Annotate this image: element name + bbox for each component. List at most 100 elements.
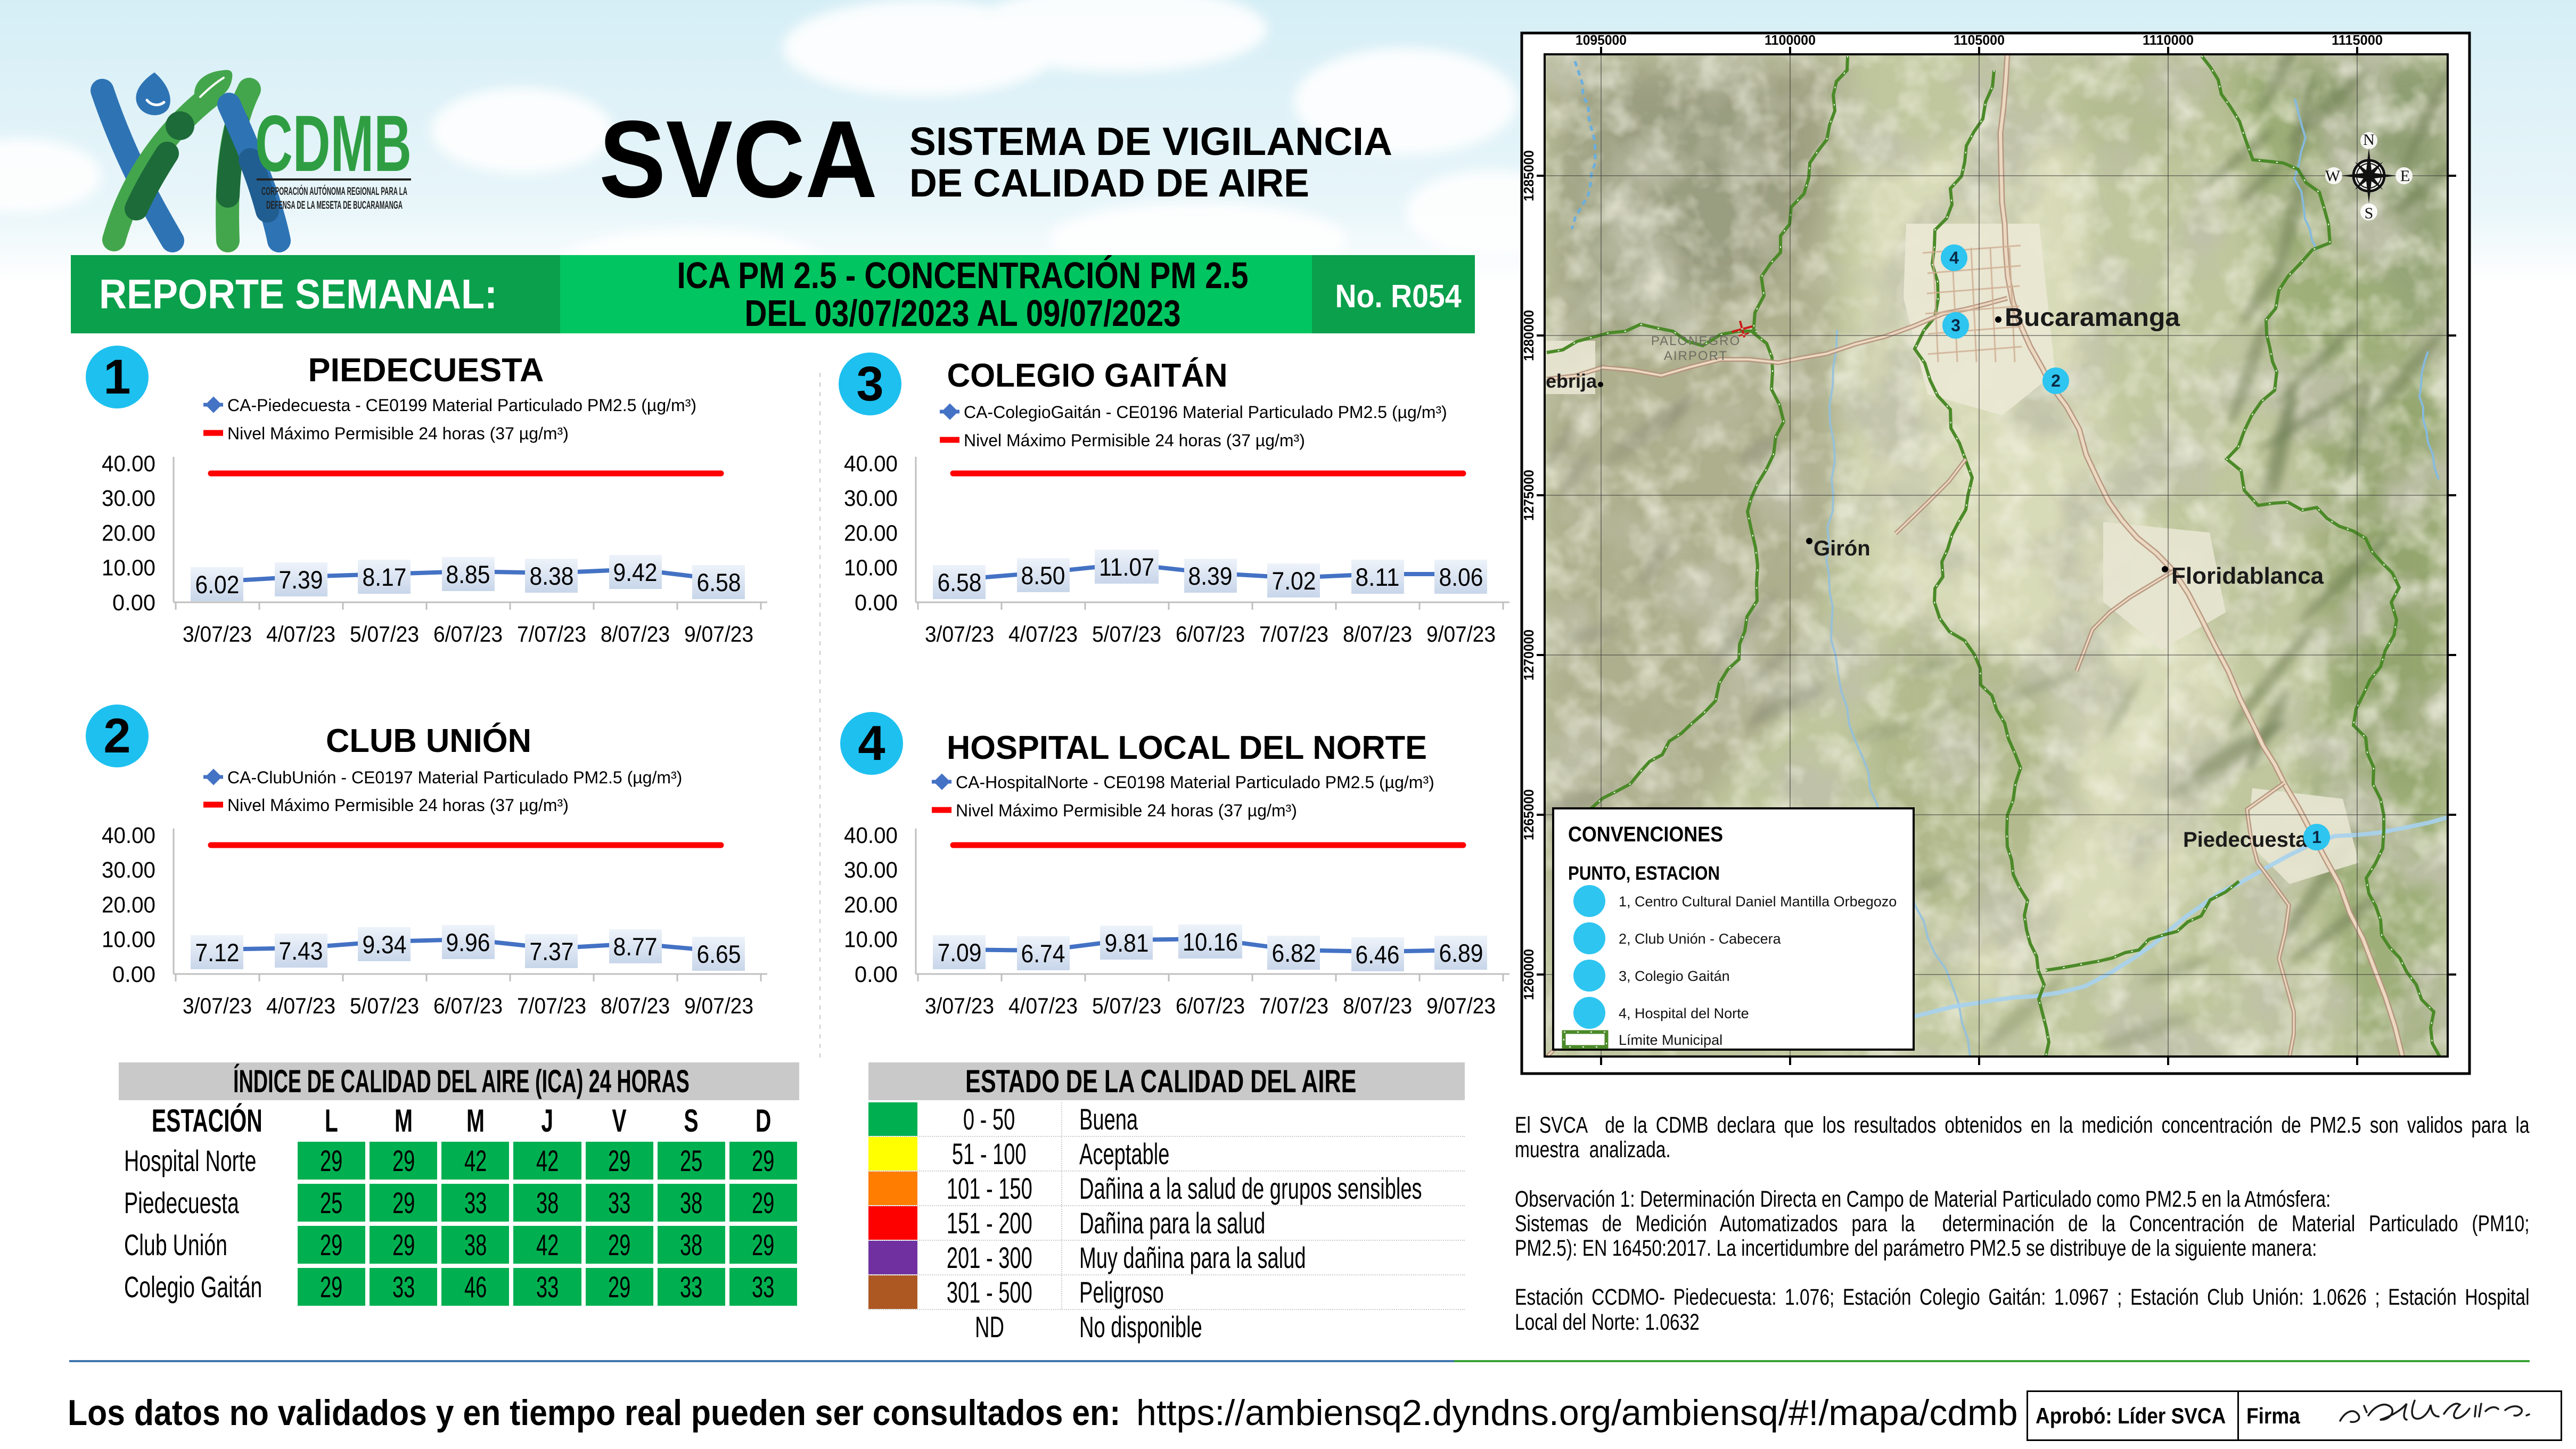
svg-text:DEL 03/07/2023 AL 09/07/2023: DEL 03/07/2023 AL 09/07/2023 [745,292,1181,334]
svg-text:6.89: 6.89 [1439,939,1483,967]
svg-text:0.00: 0.00 [855,590,898,616]
svg-text:3/07/23: 3/07/23 [925,621,994,646]
svg-text:4, Hospital del Norte: 4, Hospital del Norte [1619,1005,1749,1021]
svg-text:CLUB UNIÓN: CLUB UNIÓN [326,723,531,759]
svg-text:10.00: 10.00 [844,555,898,581]
svg-text:7.09: 7.09 [938,938,982,967]
svg-text:3/07/23: 3/07/23 [183,993,252,1018]
svg-text:1: 1 [2312,828,2321,847]
svg-text:8/07/23: 8/07/23 [1343,621,1412,646]
svg-text:REPORTE SEMANAL:: REPORTE SEMANAL: [99,271,497,317]
svg-text:8.39: 8.39 [1188,562,1233,590]
svg-text:7.39: 7.39 [279,566,323,594]
svg-text:8/07/23: 8/07/23 [601,621,670,646]
svg-text:ICA PM 2.5 - CONCENTRACIÓN PM: ICA PM 2.5 - CONCENTRACIÓN PM 2.5 [677,255,1249,296]
svg-text:20.00: 20.00 [102,520,155,546]
svg-text:20.00: 20.00 [844,892,898,918]
svg-text:4/07/23: 4/07/23 [266,621,335,646]
svg-text:2, Club Unión - Cabecera: 2, Club Unión - Cabecera [1619,931,1782,947]
svg-text:N: N [2363,131,2375,149]
svg-text:Floridablanca: Floridablanca [2171,563,2324,589]
svg-text:10.00: 10.00 [844,927,898,953]
svg-text:PUNTO, ESTACION: PUNTO, ESTACION [1568,862,1720,884]
svg-text:8.11: 8.11 [1356,563,1400,591]
svg-text:1110000: 1110000 [2143,32,2194,48]
svg-text:8.50: 8.50 [1021,561,1065,590]
svg-text:COLEGIO GAITÁN: COLEGIO GAITÁN [947,357,1228,394]
svg-text:10.00: 10.00 [102,927,155,953]
svg-text:3/07/23: 3/07/23 [925,993,994,1018]
svg-text:CA-ColegioGaitán - CE0196 Mat: CA-ColegioGaitán - CE0196 Material Parti… [964,403,1447,422]
svg-text:20.00: 20.00 [102,892,155,918]
svg-text:0.00: 0.00 [112,962,155,987]
svg-text:0.00: 0.00 [112,590,155,616]
svg-text:6.65: 6.65 [697,940,741,968]
svg-text:5/07/23: 5/07/23 [1092,621,1161,646]
svg-text:8/07/23: 8/07/23 [601,993,670,1018]
svg-text:6/07/23: 6/07/23 [1176,993,1245,1018]
svg-text:1265000: 1265000 [1521,789,1537,840]
svg-text:9.96: 9.96 [446,928,490,956]
svg-text:9/07/23: 9/07/23 [684,993,753,1018]
svg-text:6.02: 6.02 [195,570,240,599]
svg-text:8/07/23: 8/07/23 [1343,993,1412,1018]
svg-text:0.00: 0.00 [855,962,898,987]
svg-text:30.00: 30.00 [102,486,155,511]
svg-text:4: 4 [858,716,885,771]
svg-text:Piedecuesta: Piedecuesta [2183,828,2308,852]
svg-text:E: E [2400,167,2410,185]
svg-text:CA-Piedecuesta - CE0199 Mater: CA-Piedecuesta - CE0199 Material Particu… [227,396,696,415]
svg-text:7/07/23: 7/07/23 [1259,621,1328,646]
svg-text:W: W [2325,167,2341,185]
svg-text:CA-HospitalNorte - CE0198 Mate: CA-HospitalNorte - CE0198 Material Parti… [956,773,1434,792]
svg-text:9.34: 9.34 [363,930,407,959]
svg-text:3/07/23: 3/07/23 [183,621,252,646]
svg-text:CDMB: CDMB [255,99,412,188]
svg-text:7.37: 7.37 [530,937,574,965]
svg-text:4/07/23: 4/07/23 [1008,993,1078,1018]
svg-text:6/07/23: 6/07/23 [1176,621,1245,646]
svg-text:2: 2 [103,709,130,763]
svg-text:8.85: 8.85 [446,560,490,588]
svg-text:Nivel Máximo Permisible 24 hor: Nivel Máximo Permisible 24 horas (37 µg/… [956,801,1297,820]
svg-text:Nivel Máximo Permisible 24 hor: Nivel Máximo Permisible 24 horas (37 µg/… [227,796,569,815]
svg-text:No. R054: No. R054 [1335,278,1462,314]
svg-text:7/07/23: 7/07/23 [517,621,586,646]
svg-text:8.17: 8.17 [363,563,407,591]
svg-text:10.00: 10.00 [102,555,155,581]
svg-text:40.00: 40.00 [102,823,155,848]
svg-text:1100000: 1100000 [1765,32,1816,48]
svg-text:7/07/23: 7/07/23 [1259,993,1328,1018]
svg-text:6.82: 6.82 [1272,939,1316,967]
svg-text:9.81: 9.81 [1105,929,1149,957]
svg-text:S: S [2365,204,2374,222]
svg-text:1270000: 1270000 [1521,629,1537,681]
svg-text:4/07/23: 4/07/23 [1008,621,1078,646]
svg-text:30.00: 30.00 [844,857,898,883]
svg-text:7.12: 7.12 [195,938,240,967]
svg-text:7.43: 7.43 [279,937,323,965]
svg-text:30.00: 30.00 [102,857,155,883]
svg-text:ebrija: ebrija [1546,370,1597,392]
svg-text:CORPORACIÓN AUTÓNOMA REGIONAL: CORPORACIÓN AUTÓNOMA REGIONAL PARA LA [261,185,407,198]
svg-text:3: 3 [1951,316,1960,335]
svg-text:9.42: 9.42 [613,558,658,586]
svg-text:40.00: 40.00 [844,823,898,848]
svg-text:11.07: 11.07 [1099,553,1154,581]
svg-text:PIEDECUESTA: PIEDECUESTA [308,352,544,389]
svg-text:4: 4 [1949,248,1959,267]
svg-text:6/07/23: 6/07/23 [433,993,503,1018]
svg-text:1280000: 1280000 [1521,310,1537,361]
svg-text:1115000: 1115000 [2332,32,2383,48]
svg-text:CA-ClubUnión - CE0197 Material: CA-ClubUnión - CE0197 Material Particula… [227,768,682,787]
svg-text:9/07/23: 9/07/23 [1426,621,1496,646]
svg-text:AIRPORT: AIRPORT [1664,349,1728,363]
svg-text:1, Centro Cultural Daniel Mant: 1, Centro Cultural Daniel Mantilla Orbeg… [1619,894,1897,910]
svg-text:10.16: 10.16 [1183,928,1238,956]
svg-text:1260000: 1260000 [1521,949,1537,1000]
svg-text:1095000: 1095000 [1576,32,1627,48]
svg-text:5/07/23: 5/07/23 [350,993,419,1018]
svg-text:4/07/23: 4/07/23 [266,993,335,1018]
svg-text:6.46: 6.46 [1356,940,1400,969]
svg-text:Límite Municipal: Límite Municipal [1619,1032,1722,1048]
